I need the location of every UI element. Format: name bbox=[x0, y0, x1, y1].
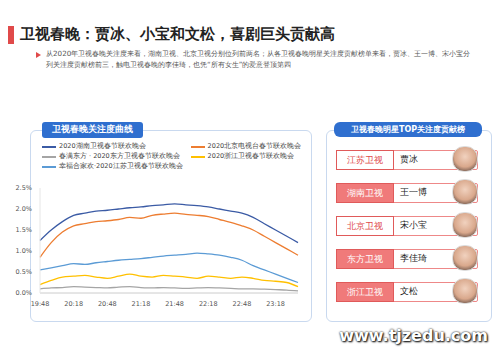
svg-text:23:18: 23:18 bbox=[266, 300, 285, 308]
html-text:东方卫视: 东方卫视 bbox=[347, 254, 383, 264]
html-text:贾冰: 贾冰 bbox=[400, 154, 418, 164]
svg-text:19:48: 19:48 bbox=[31, 300, 50, 308]
html-text:江苏卫视: 江苏卫视 bbox=[347, 155, 383, 165]
html-text:湖南卫视: 湖南卫视 bbox=[347, 188, 383, 198]
html-text:卫视春晚关注度曲线: 卫视春晚关注度曲线 bbox=[52, 124, 133, 134]
html-text:卫视春晚明星TOP关注度贡献榜: 卫视春晚明星TOP关注度贡献榜 bbox=[350, 125, 466, 134]
html-text:幸福合家欢·2020江苏卫视春节联欢晚会: 幸福合家欢·2020江苏卫视春节联欢晚会 bbox=[59, 162, 183, 170]
html-text:从2020年卫视春晚关注度来看，湖南卫视、北京卫视分别位列前: 从2020年卫视春晚关注度来看，湖南卫视、北京卫视分别位列前两名；从各卫视春晚明… bbox=[46, 49, 471, 69]
svg-text:1.5%: 1.5% bbox=[15, 226, 32, 234]
svg-text:1.0%: 1.0% bbox=[15, 247, 32, 255]
html-text:卫视春晚：贾冰、小宝和文松，喜剧巨头贡献高: 卫视春晚：贾冰、小宝和文松，喜剧巨头贡献高 bbox=[20, 25, 335, 43]
html-text:2020浙江卫视春节联欢晚会: 2020浙江卫视春节联欢晚会 bbox=[207, 152, 295, 160]
svg-text:2.0%: 2.0% bbox=[15, 205, 32, 213]
svg-text:20:18: 20:18 bbox=[64, 300, 83, 308]
svg-text:21:48: 21:48 bbox=[165, 300, 184, 308]
svg-text:0.0%: 0.0% bbox=[15, 289, 32, 297]
html-text:李佳琦: 李佳琦 bbox=[400, 253, 427, 263]
html-text:春满东方 · 2020东方卫视春节联欢晚会: 春满东方 · 2020东方卫视春节联欢晚会 bbox=[59, 152, 180, 160]
html-text:宋小宝: 宋小宝 bbox=[400, 220, 427, 230]
svg-text:20:48: 20:48 bbox=[98, 300, 117, 308]
svg-text:0.5%: 0.5% bbox=[15, 268, 32, 276]
svg-text:22:18: 22:18 bbox=[199, 300, 218, 308]
svg-text:21:18: 21:18 bbox=[132, 300, 151, 308]
html-text:2020湖南卫视春节联欢晚会: 2020湖南卫视春节联欢晚会 bbox=[59, 142, 146, 150]
html-text:2020北京电视台春节联欢晚会: 2020北京电视台春节联欢晚会 bbox=[207, 142, 302, 150]
html-text:浙江卫视: 浙江卫视 bbox=[347, 287, 383, 297]
svg-text:22:48: 22:48 bbox=[233, 300, 252, 308]
html-text:王一博: 王一博 bbox=[400, 187, 427, 197]
svg-text:2.5%: 2.5% bbox=[15, 184, 32, 192]
html-text:文松: 文松 bbox=[400, 286, 418, 296]
html-text:www.tjzedu.com: www.tjzedu.com bbox=[339, 326, 488, 345]
html-text:北京卫视: 北京卫视 bbox=[347, 221, 383, 231]
